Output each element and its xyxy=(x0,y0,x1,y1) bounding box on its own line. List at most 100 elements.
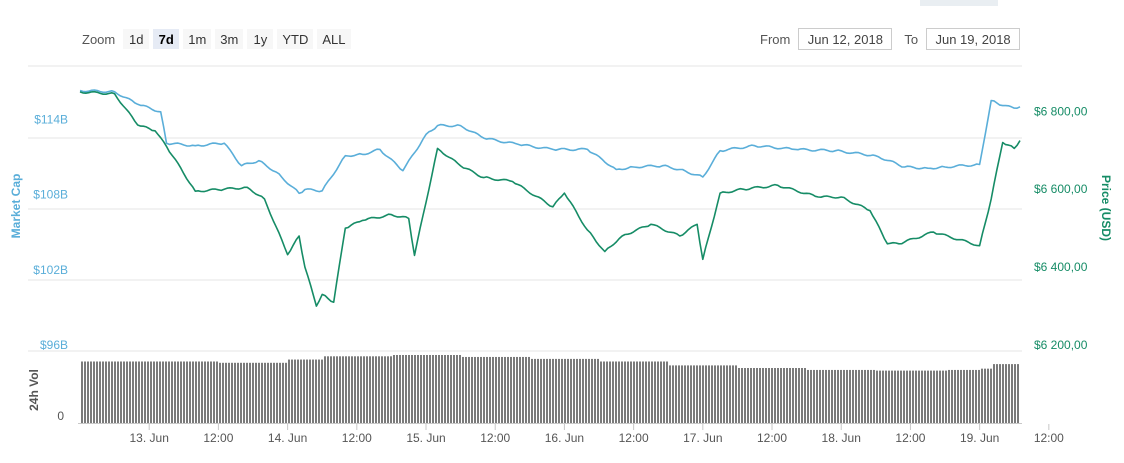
volume-bar xyxy=(609,361,611,423)
volume-bar xyxy=(366,356,368,423)
volume-bar xyxy=(831,369,833,423)
volume-bar xyxy=(591,358,593,423)
volume-bar xyxy=(873,369,875,423)
volume-bar xyxy=(165,361,167,423)
volume-bar xyxy=(675,365,677,423)
volume-bar xyxy=(249,362,251,423)
volume-bar xyxy=(867,369,869,423)
volume-bar xyxy=(711,365,713,423)
volume-bar xyxy=(246,362,248,423)
tab-strip-fragment xyxy=(920,0,998,6)
zoom-1y-button[interactable]: 1y xyxy=(247,29,274,49)
volume-bar xyxy=(498,356,500,423)
from-date-input[interactable] xyxy=(798,28,893,50)
volume-bar xyxy=(642,361,644,423)
volume-bar xyxy=(783,368,785,423)
zoom-all-button[interactable]: ALL xyxy=(317,29,351,49)
volume-bar xyxy=(135,361,137,423)
x-tick-label: 18. Jun xyxy=(822,431,861,445)
volume-bar xyxy=(864,369,866,423)
zoom-7d-button[interactable]: 7d xyxy=(153,29,180,49)
volume-bar xyxy=(786,368,788,423)
y-tick-label-left: $108B xyxy=(33,188,68,202)
volume-bar xyxy=(828,369,830,423)
volume-bar xyxy=(213,361,215,423)
volume-bar xyxy=(939,370,941,423)
volume-bar xyxy=(627,361,629,423)
volume-bar xyxy=(1005,364,1007,423)
volume-bar xyxy=(699,365,701,423)
volume-bar xyxy=(795,368,797,423)
volume-bar xyxy=(312,359,314,423)
axis-labels: $114B $108B $102B $96B $6 800,00 $6 600,00 $6 … xyxy=(9,104,1113,445)
volume-bar xyxy=(903,370,905,423)
volume-bar xyxy=(585,358,587,423)
volume-bar xyxy=(111,361,113,423)
volume-bar xyxy=(492,356,494,423)
volume-bar xyxy=(270,362,272,423)
volume-bar xyxy=(285,362,287,423)
volume-bar xyxy=(525,356,527,423)
volume-bar xyxy=(105,361,107,423)
volume-bar xyxy=(861,369,863,423)
volume-bar xyxy=(225,362,227,423)
volume-bar xyxy=(846,369,848,423)
zoom-3m-button[interactable]: 3m xyxy=(215,29,244,49)
volume-bar xyxy=(120,361,122,423)
volume-bar xyxy=(1017,364,1019,423)
volume-bar xyxy=(423,355,425,423)
to-date-input[interactable] xyxy=(926,28,1021,50)
volume-bar xyxy=(159,361,161,423)
volume-bar xyxy=(633,361,635,423)
volume-bar xyxy=(780,368,782,423)
volume-bar xyxy=(480,356,482,423)
volume-bar xyxy=(981,368,983,423)
volume-bar xyxy=(909,370,911,423)
x-tick-label: 17. Jun xyxy=(683,431,722,445)
volume-bar xyxy=(858,369,860,423)
volume-bar xyxy=(840,369,842,423)
volume-bar xyxy=(324,356,326,423)
volume-bar xyxy=(1008,364,1010,423)
volume-bar xyxy=(924,370,926,423)
volume-bar xyxy=(891,370,893,423)
volume-bar xyxy=(297,359,299,423)
volume-bar xyxy=(180,361,182,423)
zoom-ytd-button[interactable]: YTD xyxy=(277,29,314,49)
volume-bar xyxy=(237,362,239,423)
market-cap-line xyxy=(79,89,1021,195)
volume-bar xyxy=(912,370,914,423)
volume-bar xyxy=(126,361,128,423)
volume-bar xyxy=(603,361,605,423)
volume-bar xyxy=(705,365,707,423)
volume-bar xyxy=(315,359,317,423)
y-tick-label-right: $6 400,00 xyxy=(1034,260,1088,274)
volume-bar xyxy=(357,356,359,423)
zoom-1m-button[interactable]: 1m xyxy=(183,29,212,49)
volume-bar xyxy=(453,355,455,423)
volume-bar xyxy=(201,361,203,423)
volume-bar xyxy=(198,361,200,423)
volume-bar xyxy=(222,362,224,423)
volume-bar xyxy=(888,370,890,423)
volume-bar xyxy=(600,361,602,423)
volume-bar xyxy=(792,368,794,423)
volume-bar xyxy=(537,358,539,423)
price-line xyxy=(79,90,1021,307)
volume-bar xyxy=(108,361,110,423)
volume-bar xyxy=(756,368,758,423)
volume-bar xyxy=(945,370,947,423)
volume-bar xyxy=(342,356,344,423)
volume-bar xyxy=(432,355,434,423)
volume-bar xyxy=(450,355,452,423)
x-tick-label: 12:00 xyxy=(1034,431,1064,445)
volume-bar xyxy=(852,369,854,423)
x-tick-label: 16. Jun xyxy=(545,431,584,445)
zoom-1d-button[interactable]: 1d xyxy=(123,29,150,49)
volume-bar xyxy=(183,361,185,423)
volume-bar xyxy=(576,358,578,423)
volume-bar xyxy=(918,370,920,423)
volume-bar xyxy=(639,361,641,423)
volume-bar xyxy=(594,358,596,423)
